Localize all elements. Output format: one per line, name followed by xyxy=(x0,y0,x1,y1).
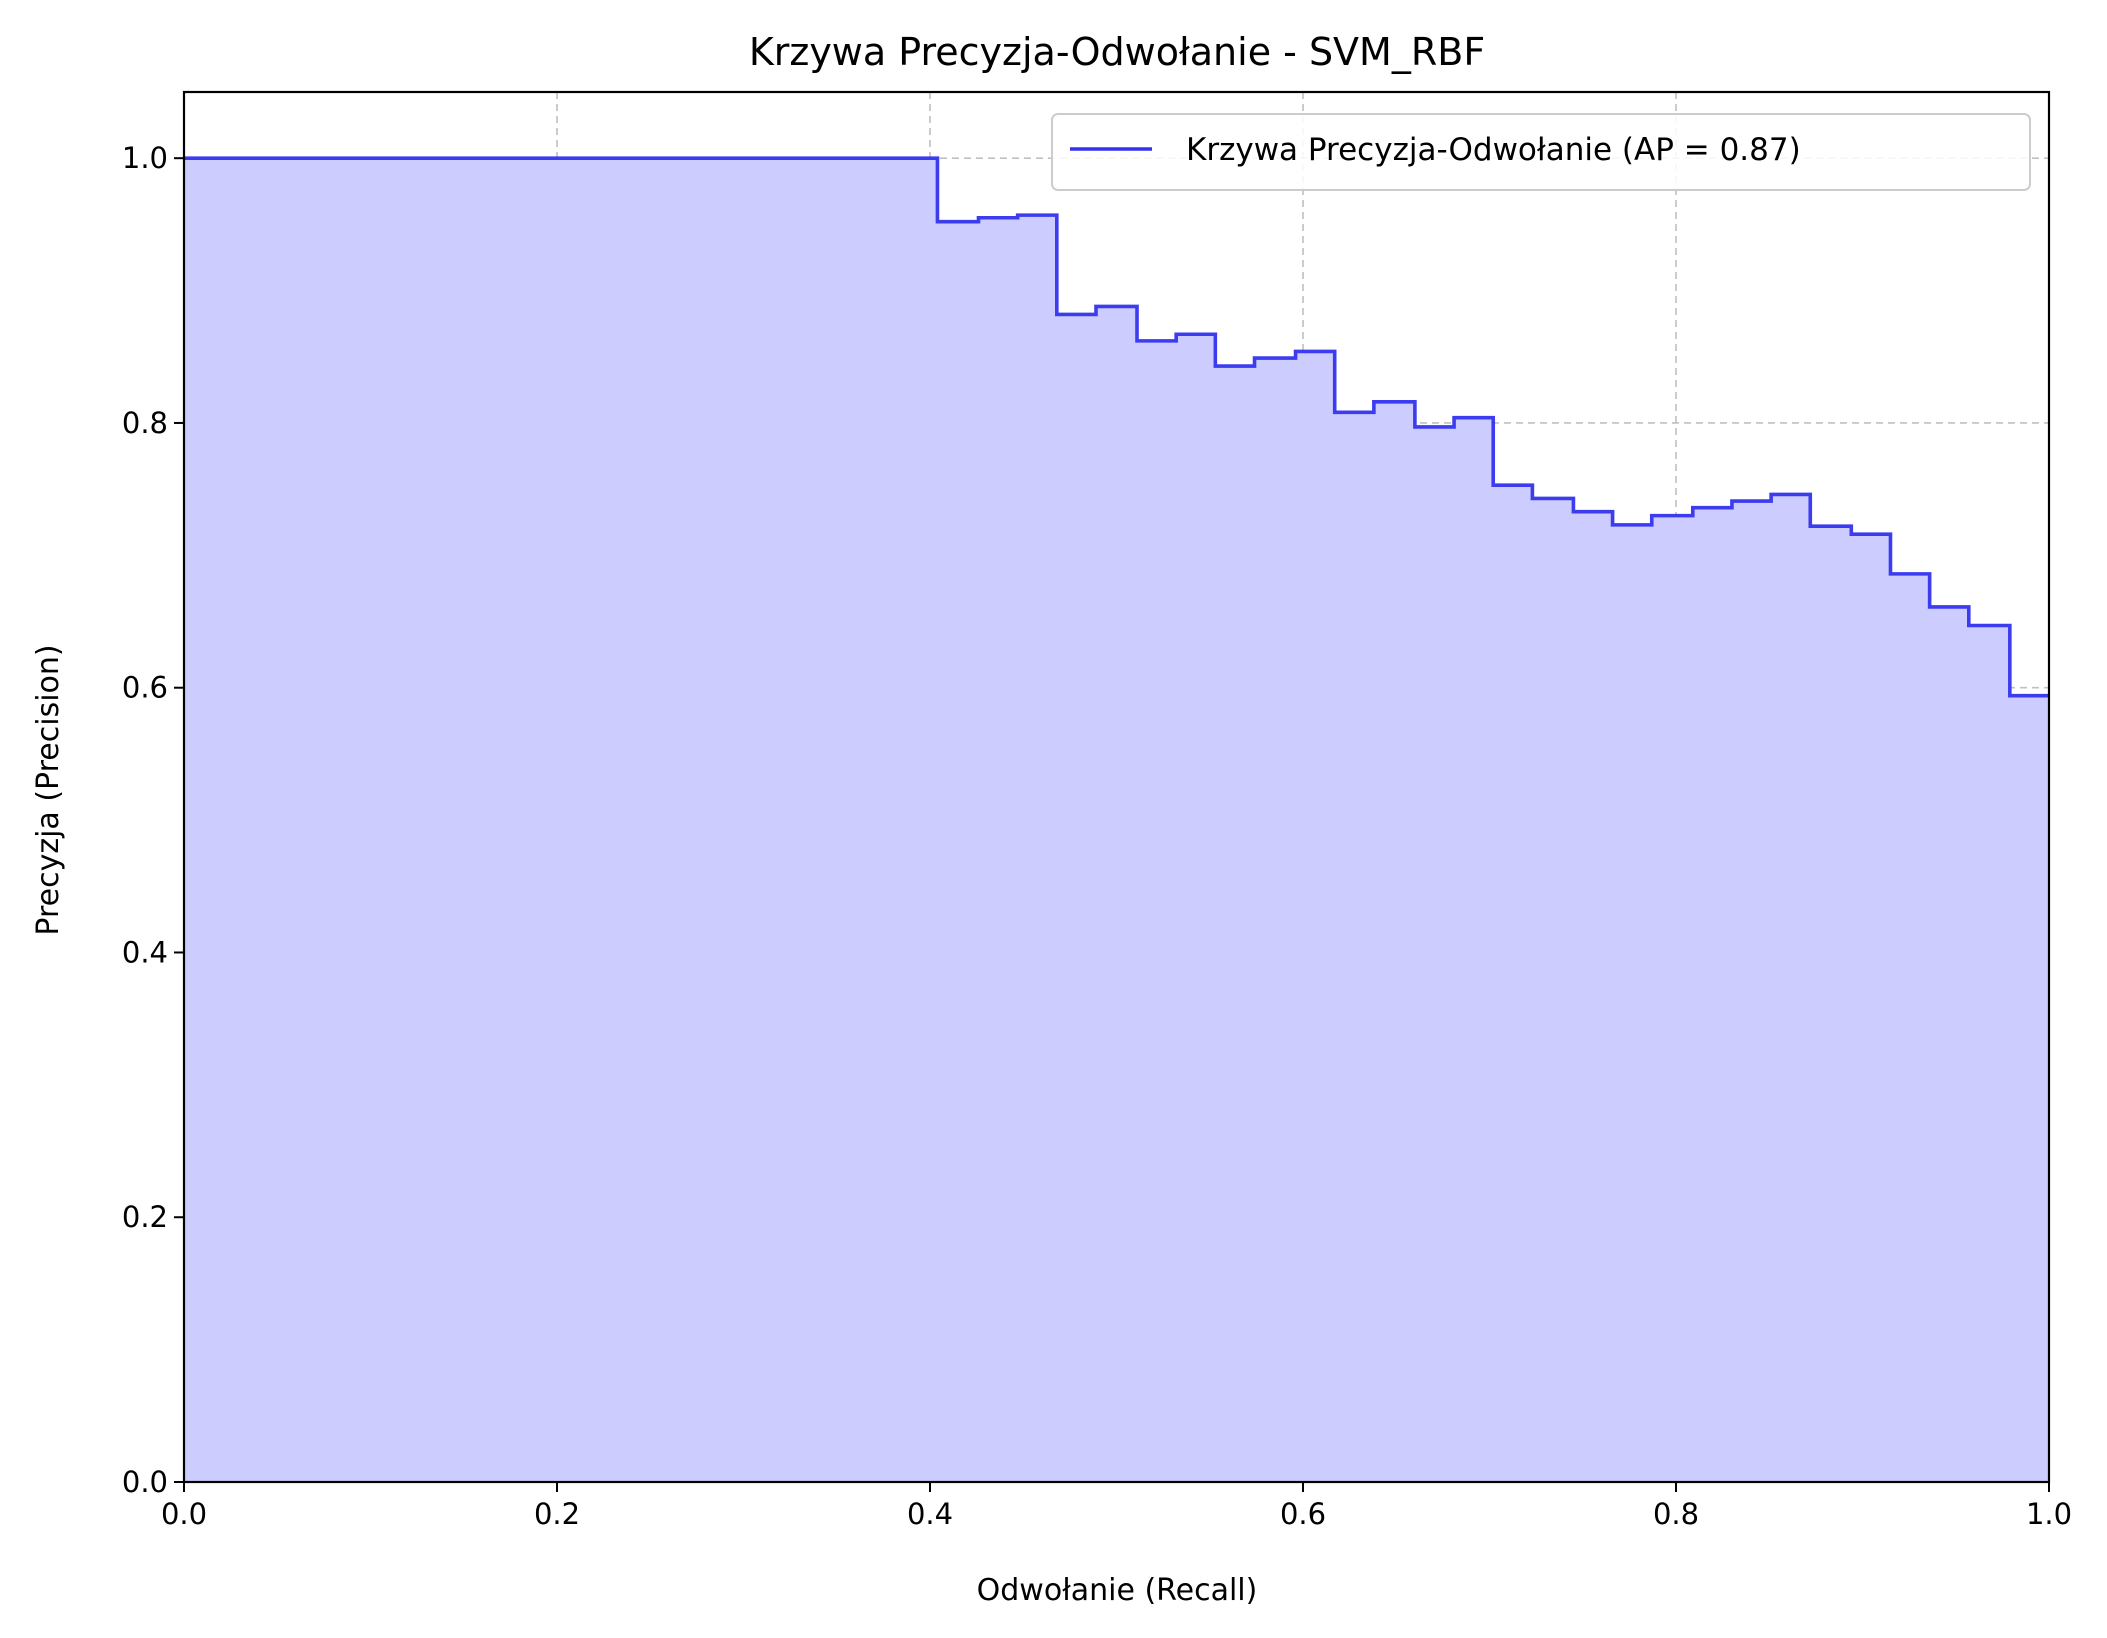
y-axis-title: Precyzja (Precision) xyxy=(31,644,66,935)
y-tick-label: 0.6 xyxy=(122,671,168,705)
x-tick-label: 0.4 xyxy=(907,1497,953,1531)
legend: Krzywa Precyzja-Odwołanie (AP = 0.87) xyxy=(1051,113,2031,191)
y-tick-label: 0.4 xyxy=(122,935,168,969)
x-tick-label: 1.0 xyxy=(2026,1497,2072,1531)
chart-title: Krzywa Precyzja-Odwołanie - SVM_RBF xyxy=(749,30,1485,74)
y-tick-label: 0.0 xyxy=(122,1465,168,1499)
x-tick-label: 0.0 xyxy=(161,1497,207,1531)
ticks-layer: 0.0 0.2 0.4 0.6 0.8 1.0 0.0 0.2 0.4 0.6 0.8 1.0 xyxy=(122,141,2072,1531)
area-fill xyxy=(184,158,2049,1483)
x-tick-label: 0.2 xyxy=(534,1497,580,1531)
legend-label: Krzywa Precyzja-Odwołanie (AP = 0.87) xyxy=(1186,132,1801,168)
y-tick-label: 0.2 xyxy=(122,1200,168,1234)
x-tick-label: 0.6 xyxy=(1280,1497,1326,1531)
plot-frame xyxy=(182,90,2051,1484)
pr-curve-line xyxy=(184,156,2049,698)
x-axis-title: Odwołanie (Recall) xyxy=(977,1573,1258,1608)
legend-box xyxy=(1051,113,2031,191)
x-tick-label: 0.8 xyxy=(1653,1497,1699,1531)
y-tick-label: 1.0 xyxy=(122,141,168,175)
y-tick-label: 0.8 xyxy=(122,406,168,440)
